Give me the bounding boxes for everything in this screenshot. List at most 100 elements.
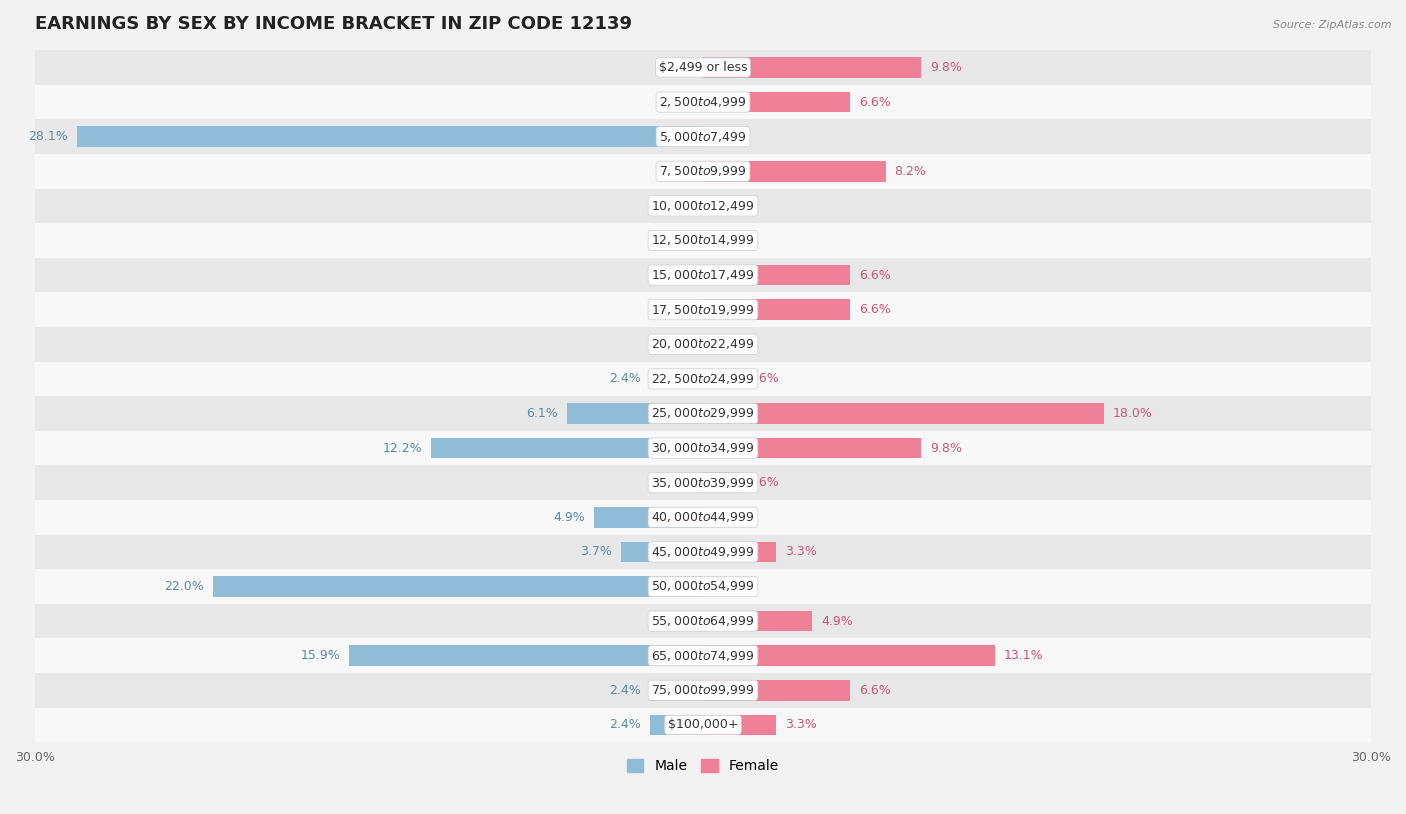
Bar: [703, 646, 994, 666]
Text: 4.9%: 4.9%: [821, 615, 853, 628]
Text: $20,000 to $22,499: $20,000 to $22,499: [651, 337, 755, 352]
Bar: [703, 265, 851, 286]
Text: 2.4%: 2.4%: [609, 684, 641, 697]
Bar: [593, 507, 703, 527]
Bar: [35, 466, 1371, 500]
Text: 0.0%: 0.0%: [711, 199, 744, 212]
Text: $100,000+: $100,000+: [668, 719, 738, 732]
Text: 6.6%: 6.6%: [859, 269, 890, 282]
Bar: [35, 707, 1371, 742]
Bar: [432, 438, 703, 458]
Text: 13.1%: 13.1%: [1004, 650, 1043, 662]
Text: 0.0%: 0.0%: [662, 476, 695, 489]
Bar: [349, 646, 703, 666]
Bar: [703, 541, 776, 562]
Legend: Male, Female: Male, Female: [621, 754, 785, 779]
Text: $7,500 to $9,999: $7,500 to $9,999: [659, 164, 747, 178]
Bar: [703, 92, 851, 112]
Bar: [703, 715, 776, 735]
Text: $55,000 to $64,999: $55,000 to $64,999: [651, 614, 755, 628]
Bar: [35, 292, 1371, 327]
Text: $50,000 to $54,999: $50,000 to $54,999: [651, 580, 755, 593]
Bar: [703, 438, 921, 458]
Text: $15,000 to $17,499: $15,000 to $17,499: [651, 268, 755, 282]
Text: 4.9%: 4.9%: [553, 510, 585, 523]
Text: 0.0%: 0.0%: [711, 510, 744, 523]
Bar: [703, 472, 738, 493]
Bar: [703, 57, 921, 78]
Text: $22,500 to $24,999: $22,500 to $24,999: [651, 372, 755, 386]
Bar: [35, 223, 1371, 258]
Bar: [703, 300, 851, 320]
Text: 3.7%: 3.7%: [579, 545, 612, 558]
Text: 0.0%: 0.0%: [662, 61, 695, 74]
Bar: [703, 369, 738, 389]
Text: 0.0%: 0.0%: [662, 303, 695, 316]
Bar: [567, 403, 703, 424]
Text: 2.4%: 2.4%: [609, 719, 641, 732]
Text: 0.0%: 0.0%: [662, 199, 695, 212]
Bar: [35, 604, 1371, 638]
Text: 2.4%: 2.4%: [609, 372, 641, 385]
Bar: [703, 161, 886, 182]
Text: $45,000 to $49,999: $45,000 to $49,999: [651, 545, 755, 559]
Text: 8.2%: 8.2%: [894, 164, 927, 177]
Text: 3.3%: 3.3%: [786, 719, 817, 732]
Text: $65,000 to $74,999: $65,000 to $74,999: [651, 649, 755, 663]
Text: $10,000 to $12,499: $10,000 to $12,499: [651, 199, 755, 213]
Text: 6.6%: 6.6%: [859, 95, 890, 108]
Text: 0.0%: 0.0%: [711, 234, 744, 247]
Bar: [35, 500, 1371, 535]
Text: 28.1%: 28.1%: [28, 130, 69, 143]
Text: 0.0%: 0.0%: [662, 164, 695, 177]
Text: $25,000 to $29,999: $25,000 to $29,999: [651, 406, 755, 421]
Bar: [35, 120, 1371, 154]
Bar: [35, 431, 1371, 466]
Text: $2,499 or less: $2,499 or less: [659, 61, 747, 74]
Text: 0.0%: 0.0%: [662, 95, 695, 108]
Text: 0.0%: 0.0%: [662, 269, 695, 282]
Bar: [35, 535, 1371, 569]
Bar: [35, 396, 1371, 431]
Text: $2,500 to $4,999: $2,500 to $4,999: [659, 95, 747, 109]
Text: 9.8%: 9.8%: [931, 441, 962, 454]
Bar: [214, 576, 703, 597]
Text: $30,000 to $34,999: $30,000 to $34,999: [651, 441, 755, 455]
Bar: [620, 541, 703, 562]
Text: 3.3%: 3.3%: [786, 545, 817, 558]
Bar: [650, 680, 703, 701]
Bar: [35, 673, 1371, 707]
Text: 18.0%: 18.0%: [1112, 407, 1153, 420]
Text: 1.6%: 1.6%: [748, 476, 779, 489]
Text: 0.0%: 0.0%: [662, 338, 695, 351]
Text: 0.0%: 0.0%: [711, 580, 744, 593]
Bar: [35, 154, 1371, 189]
Text: 6.1%: 6.1%: [526, 407, 558, 420]
Text: Source: ZipAtlas.com: Source: ZipAtlas.com: [1274, 20, 1392, 30]
Text: 0.0%: 0.0%: [711, 338, 744, 351]
Bar: [35, 189, 1371, 223]
Text: 0.0%: 0.0%: [662, 234, 695, 247]
Text: 6.6%: 6.6%: [859, 684, 890, 697]
Bar: [703, 610, 813, 632]
Bar: [703, 403, 1104, 424]
Bar: [703, 680, 851, 701]
Bar: [35, 85, 1371, 120]
Text: 6.6%: 6.6%: [859, 303, 890, 316]
Bar: [35, 569, 1371, 604]
Bar: [35, 50, 1371, 85]
Text: $35,000 to $39,999: $35,000 to $39,999: [651, 475, 755, 490]
Text: EARNINGS BY SEX BY INCOME BRACKET IN ZIP CODE 12139: EARNINGS BY SEX BY INCOME BRACKET IN ZIP…: [35, 15, 631, 33]
Text: $75,000 to $99,999: $75,000 to $99,999: [651, 683, 755, 698]
Text: 12.2%: 12.2%: [382, 441, 422, 454]
Bar: [35, 638, 1371, 673]
Bar: [35, 258, 1371, 292]
Text: 22.0%: 22.0%: [165, 580, 204, 593]
Text: $5,000 to $7,499: $5,000 to $7,499: [659, 129, 747, 144]
Text: $17,500 to $19,999: $17,500 to $19,999: [651, 303, 755, 317]
Text: $40,000 to $44,999: $40,000 to $44,999: [651, 510, 755, 524]
Text: 0.0%: 0.0%: [711, 130, 744, 143]
Bar: [650, 369, 703, 389]
Bar: [35, 327, 1371, 361]
Bar: [650, 715, 703, 735]
